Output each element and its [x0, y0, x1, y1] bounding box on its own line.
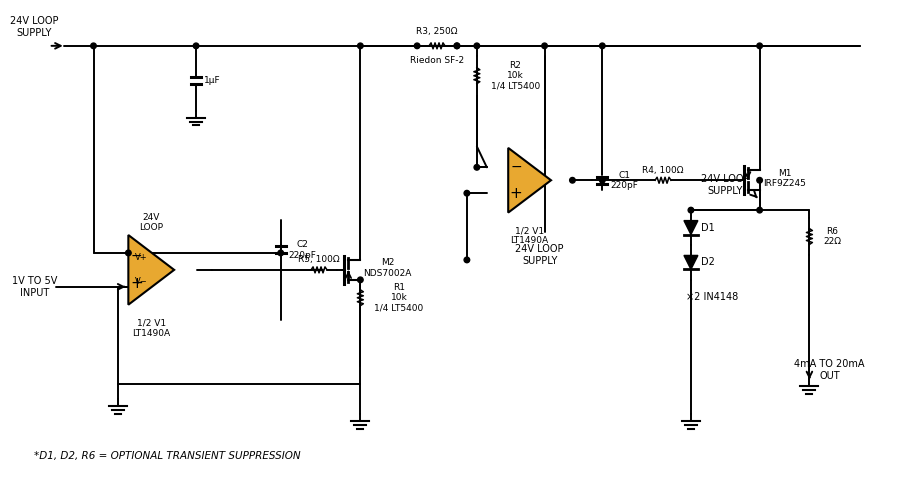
Text: −: − — [510, 160, 522, 174]
Circle shape — [688, 207, 694, 213]
Circle shape — [454, 43, 460, 48]
Polygon shape — [509, 148, 551, 213]
Circle shape — [757, 178, 762, 183]
Text: 1V TO 5V
INPUT: 1V TO 5V INPUT — [12, 276, 57, 298]
Text: V−: V− — [135, 277, 148, 286]
Text: *D1, D2, R6 = OPTIONAL TRANSIENT SUPPRESSION: *D1, D2, R6 = OPTIONAL TRANSIENT SUPPRES… — [33, 451, 300, 461]
Text: 1/2 V1
LT1490A: 1/2 V1 LT1490A — [510, 226, 548, 245]
Text: +: + — [130, 276, 143, 291]
Circle shape — [464, 191, 470, 196]
Text: R4, 100Ω: R4, 100Ω — [643, 166, 684, 175]
Circle shape — [126, 250, 131, 256]
Text: M2
NDS7002A: M2 NDS7002A — [363, 258, 412, 277]
Circle shape — [90, 43, 96, 48]
Text: 24V LOOP
SUPPLY: 24V LOOP SUPPLY — [515, 244, 564, 265]
Circle shape — [474, 165, 480, 170]
Circle shape — [194, 43, 199, 48]
Text: 24V LOOP
SUPPLY: 24V LOOP SUPPLY — [10, 16, 59, 38]
Circle shape — [278, 250, 283, 256]
Text: R2
10k
1/4 LT5400: R2 10k 1/4 LT5400 — [491, 61, 540, 91]
Text: 4mA TO 20mA
OUT: 4mA TO 20mA OUT — [794, 360, 864, 381]
Text: C2
220pF: C2 220pF — [289, 240, 317, 260]
Text: Riedon SF-2: Riedon SF-2 — [410, 56, 464, 65]
Circle shape — [569, 178, 576, 183]
Polygon shape — [129, 235, 174, 305]
Text: 1/2 V1
LT1490A: 1/2 V1 LT1490A — [132, 319, 170, 338]
Circle shape — [599, 43, 605, 48]
Circle shape — [757, 43, 762, 48]
Circle shape — [357, 43, 363, 48]
Circle shape — [414, 43, 420, 48]
Text: R1
10k
1/4 LT5400: R1 10k 1/4 LT5400 — [375, 283, 424, 312]
Circle shape — [599, 178, 605, 183]
Circle shape — [357, 277, 363, 283]
Circle shape — [542, 43, 548, 48]
Text: 1µF: 1µF — [204, 76, 221, 85]
Text: −: − — [130, 249, 142, 263]
Text: ×2 IN4148: ×2 IN4148 — [686, 292, 738, 302]
Text: M1
IRF9Z245: M1 IRF9Z245 — [764, 168, 806, 188]
Polygon shape — [684, 255, 698, 269]
Circle shape — [757, 207, 762, 213]
Circle shape — [454, 43, 460, 48]
Text: R5, 100Ω: R5, 100Ω — [299, 255, 340, 264]
Circle shape — [474, 43, 480, 48]
Text: D2: D2 — [700, 257, 715, 267]
Text: 24V LOOP
SUPPLY: 24V LOOP SUPPLY — [701, 174, 749, 196]
Text: C1
220pF: C1 220pF — [610, 170, 638, 190]
Text: R3, 250Ω: R3, 250Ω — [416, 27, 458, 36]
Text: V+: V+ — [135, 253, 148, 263]
Polygon shape — [684, 221, 698, 235]
Text: 24V
LOOP: 24V LOOP — [139, 213, 163, 232]
Text: D1: D1 — [700, 223, 715, 232]
Text: R6
22Ω: R6 22Ω — [824, 227, 842, 246]
Text: +: + — [510, 186, 522, 201]
Circle shape — [464, 257, 470, 263]
